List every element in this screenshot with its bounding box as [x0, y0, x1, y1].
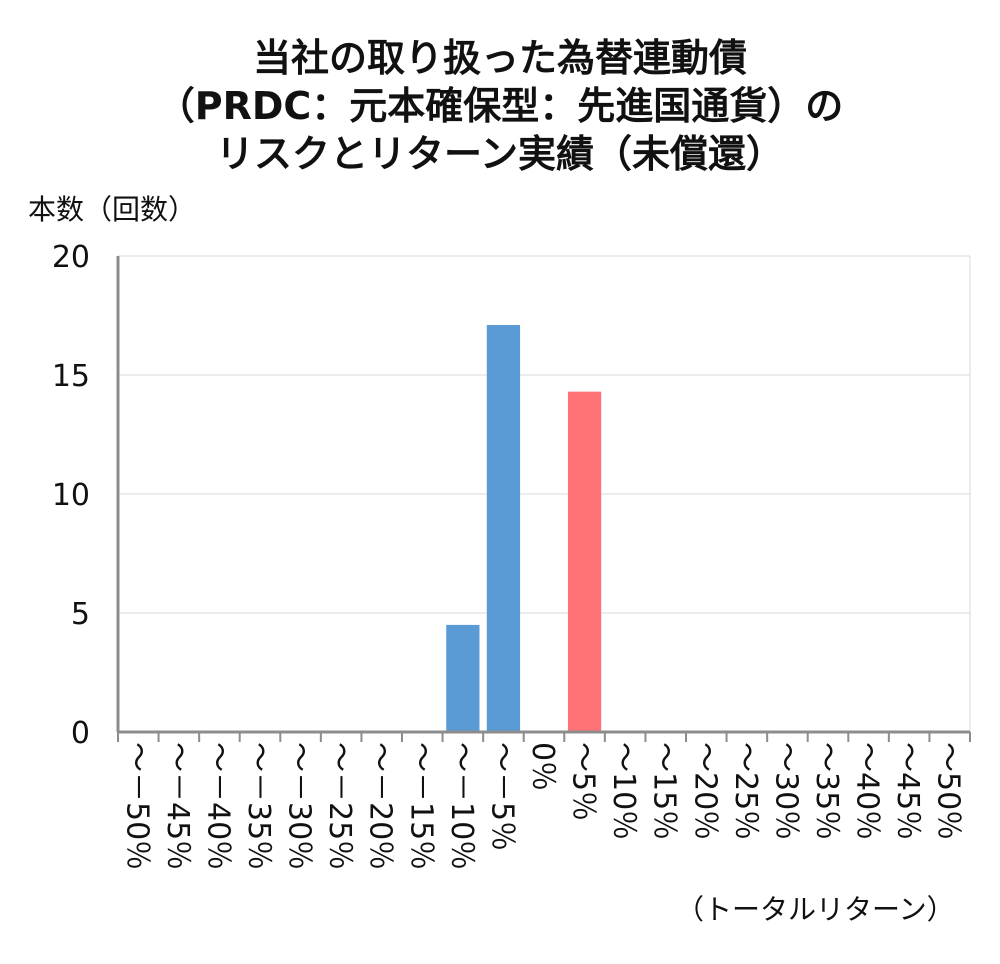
x-tick-label: 0％	[525, 742, 560, 791]
x-tick-label: ～15％	[647, 742, 682, 840]
x-tick-label: ～5％	[566, 742, 601, 821]
y-tick-label: 5	[71, 597, 90, 632]
x-tick-label: ～－35％	[241, 742, 276, 870]
y-tick-label: 20	[52, 240, 90, 275]
title-line-2: （PRDC：元本確保型：先進国通貨）の	[156, 84, 844, 128]
x-tick-label: ～－40％	[200, 742, 235, 870]
x-tick-label: ～45％	[890, 742, 925, 840]
x-tick-label: ～－25％	[322, 742, 357, 870]
x-tick-label: ～－5％	[484, 742, 519, 851]
x-tick-label: ～－50％	[119, 742, 154, 870]
x-tick-label: ～50％	[931, 742, 966, 840]
y-axis-label: 本数（回数）	[28, 193, 197, 226]
x-tick-label: ～－20％	[363, 742, 398, 870]
x-tick-label: ～20％	[687, 742, 722, 840]
x-tick-label: ～40％	[850, 742, 885, 840]
chart-title: 当社の取り扱った為替連動債 （PRDC：元本確保型：先進国通貨）の リスクとリタ…	[0, 34, 1000, 178]
y-tick-label: 10	[52, 478, 90, 513]
y-tick-label: 0	[71, 716, 90, 751]
x-tick-label: ～35％	[809, 742, 844, 840]
x-tick-label: ～10％	[606, 742, 641, 840]
grid-lines	[118, 255, 971, 732]
title-line-3: リスクとリターン実績（未償還）	[215, 132, 785, 176]
bar-8	[446, 624, 480, 732]
bar-11	[567, 391, 602, 732]
bar-9	[486, 325, 521, 732]
x-tick-label: ～－30％	[282, 742, 317, 870]
x-tick-label: ～25％	[728, 742, 763, 840]
bars	[446, 325, 602, 732]
x-tick-label: ～－45％	[160, 742, 195, 870]
axes	[116, 256, 971, 742]
x-axis-label: （トータルリターン）	[676, 893, 955, 926]
y-tick-label: 15	[52, 359, 90, 394]
x-tick-label: ～－10％	[444, 742, 479, 870]
title-line-1: 当社の取り扱った為替連動債	[252, 36, 747, 80]
x-tick-label: ～－15％	[403, 742, 438, 870]
x-tick-label: ～30％	[768, 742, 803, 840]
